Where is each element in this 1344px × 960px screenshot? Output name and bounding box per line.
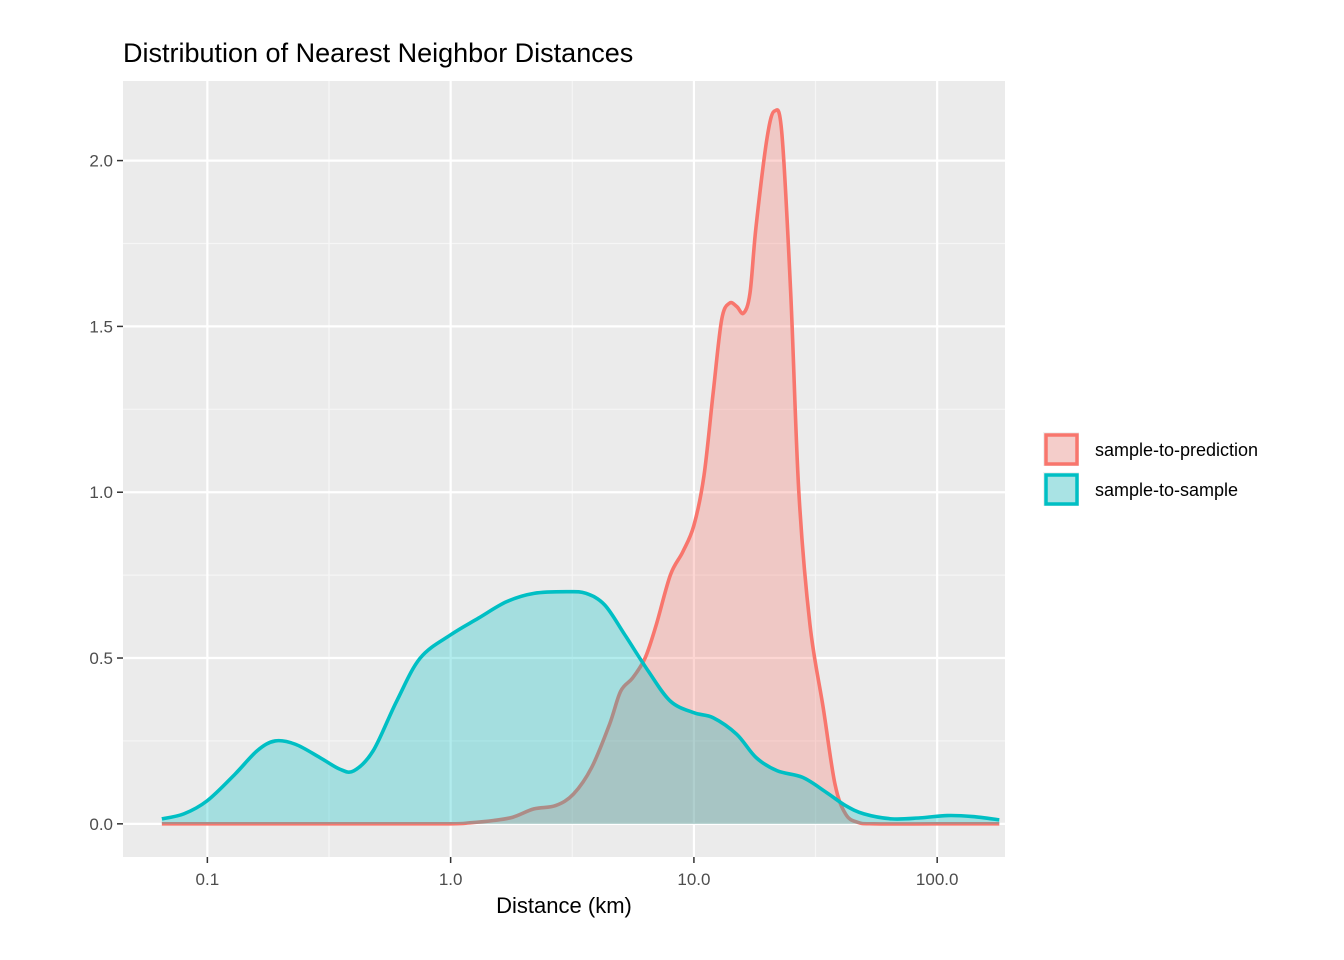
- legend-label-sample-to-prediction: sample-to-prediction: [1095, 440, 1258, 460]
- y-tick-label: 0.0: [89, 815, 113, 834]
- legend-key-background: [1043, 432, 1079, 466]
- panel-background: [123, 81, 1005, 857]
- plot-panel: 0.0 0.5 1.0 1.5 2.0 0.1 1.0 10.0 100.0: [89, 81, 1005, 889]
- legend: sample-to-prediction sample-to-sample: [1043, 432, 1258, 506]
- y-tick-label: 0.5: [89, 649, 113, 668]
- x-axis-title: Distance (km): [496, 893, 632, 918]
- x-tick-label: 10.0: [677, 870, 710, 889]
- y-tick-label: 1.0: [89, 483, 113, 502]
- density-line-sample-to-prediction: [161, 108, 1000, 826]
- x-tick-label: 1.0: [439, 870, 463, 889]
- chart-title: Distribution of Nearest Neighbor Distanc…: [123, 38, 633, 68]
- y-tick-label: 1.5: [89, 317, 113, 336]
- legend-label-sample-to-sample: sample-to-sample: [1095, 480, 1238, 500]
- legend-swatch-sample-to-prediction: [1044, 433, 1079, 466]
- legend-key-background: [1043, 472, 1079, 506]
- density-line-sample-to-sample: [161, 589, 1000, 822]
- x-tick-label: 100.0: [916, 870, 959, 889]
- legend-swatch-sample-to-sample: [1044, 473, 1079, 506]
- y-tick-label: 2.0: [89, 152, 113, 171]
- density-area-sample-to-sample: [161, 591, 1000, 824]
- x-tick-label: 0.1: [196, 870, 220, 889]
